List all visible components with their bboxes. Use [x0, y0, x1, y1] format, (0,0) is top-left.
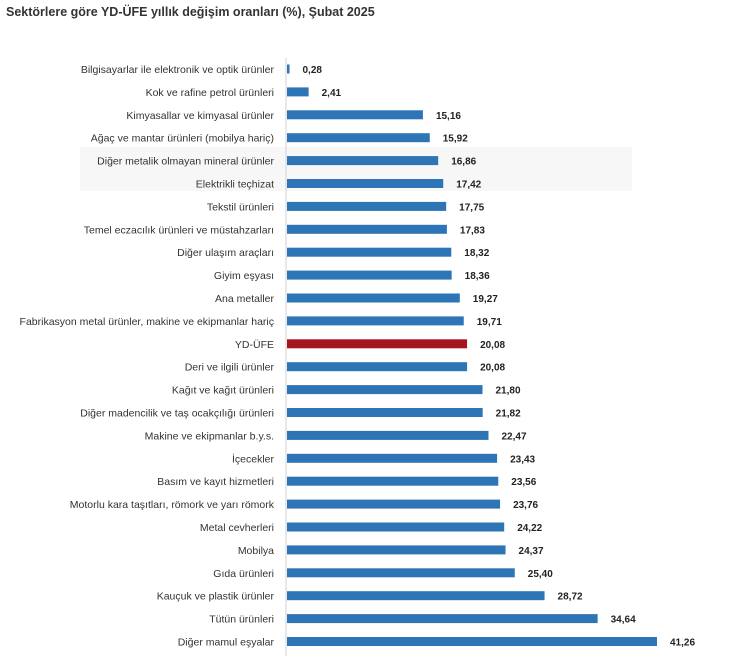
- category-label: İçecekler: [232, 452, 275, 465]
- bar: [287, 453, 498, 463]
- category-label: Bilgisayarlar ile elektronik ve optik ür…: [81, 64, 275, 76]
- category-label: Gıda ürünleri: [213, 568, 274, 580]
- data-label: 21,80: [495, 386, 520, 397]
- data-label: 23,43: [510, 454, 535, 465]
- bar: [287, 201, 447, 211]
- bar: [287, 179, 444, 188]
- category-label: Diğer mamul eşyalar: [178, 637, 275, 649]
- data-label: 41,26: [670, 638, 695, 649]
- bar: [287, 499, 501, 509]
- bar: [287, 545, 506, 555]
- bar: [287, 637, 657, 646]
- category-label: Tekstil ürünleri: [207, 201, 274, 213]
- category-label: Elektrikli teçhizat: [196, 179, 274, 191]
- bar: [287, 224, 447, 234]
- category-label: Kağıt ve kağıt ürünleri: [172, 385, 274, 397]
- bar: [287, 247, 452, 257]
- category-label: Deri ve ilgili ürünler: [185, 362, 275, 374]
- bar: [287, 614, 598, 624]
- category-label: Kok ve rafine petrol ürünleri: [146, 87, 274, 99]
- data-label: 19,71: [477, 317, 502, 328]
- bar: [287, 568, 515, 578]
- data-label: 17,75: [459, 202, 484, 213]
- category-label: Motorlu kara taşıtları, römork ve yarı r…: [70, 499, 275, 511]
- data-label: 0,28: [303, 65, 323, 76]
- data-label: 21,82: [496, 409, 521, 420]
- data-label: 18,32: [464, 248, 489, 259]
- category-label: Mobilya: [238, 545, 274, 557]
- data-label: 24,22: [517, 523, 542, 534]
- category-label: Tütün ürünleri: [209, 614, 274, 626]
- data-label: 23,56: [511, 477, 536, 488]
- data-label: 15,16: [436, 111, 461, 122]
- category-label: Ana metaller: [215, 293, 274, 305]
- data-label: 20,08: [480, 363, 505, 374]
- bar: [287, 476, 499, 486]
- bar: [287, 591, 545, 601]
- bar: [287, 133, 430, 143]
- category-label: Kauçuk ve plastik ürünler: [157, 591, 275, 603]
- data-label: 20,08: [480, 340, 505, 351]
- chart-title: Sektörlere göre YD-ÜFE yıllık değişim or…: [6, 5, 375, 19]
- category-label: Basım ve kayıt hizmetleri: [157, 476, 274, 488]
- category-label: Fabrikasyon metal ürünler, makine ve eki…: [20, 316, 274, 328]
- data-label: 16,86: [451, 157, 476, 168]
- data-label: 17,42: [456, 180, 481, 191]
- data-label: 18,36: [465, 271, 490, 282]
- data-label: 2,41: [322, 88, 342, 99]
- data-label: 17,83: [460, 225, 485, 236]
- data-label: 24,37: [519, 546, 544, 557]
- bar: [287, 362, 468, 372]
- bar: [287, 385, 483, 395]
- bar: [287, 64, 290, 74]
- category-label: Temel eczacılık ürünleri ve müstahzarlar…: [84, 224, 274, 236]
- category-label: Diğer madencilik ve taş ocakçılığı ürünl…: [80, 408, 274, 420]
- category-label: Kimyasallar ve kimyasal ürünler: [126, 110, 274, 122]
- data-label: 23,76: [513, 500, 538, 511]
- category-label: Makine ve ekipmanlar b.y.s.: [145, 430, 274, 442]
- data-label: 22,47: [502, 431, 527, 442]
- bar: [287, 293, 460, 303]
- data-label: 28,72: [558, 592, 583, 603]
- data-label: 34,64: [611, 615, 636, 626]
- bar: [287, 430, 489, 440]
- category-label: YD-ÜFE: [235, 339, 274, 351]
- data-label: 15,92: [443, 134, 468, 145]
- category-label: Ağaç ve mantar ürünleri (mobilya hariç): [91, 133, 274, 145]
- data-label: 25,40: [528, 569, 553, 580]
- bar: [287, 156, 439, 166]
- bar: [287, 316, 464, 326]
- bar: [287, 339, 468, 349]
- bar: [287, 522, 505, 532]
- category-label: Diğer ulaşım araçları: [177, 247, 274, 259]
- bar: [287, 87, 309, 97]
- category-label: Giyim eşyası: [214, 270, 274, 282]
- data-label: 19,27: [473, 294, 498, 305]
- category-label: Diğer metalik olmayan mineral ürünler: [97, 156, 274, 168]
- bar: [287, 270, 452, 280]
- category-label: Metal cevherleri: [200, 522, 274, 534]
- bar: [287, 408, 483, 417]
- bar: [287, 110, 423, 120]
